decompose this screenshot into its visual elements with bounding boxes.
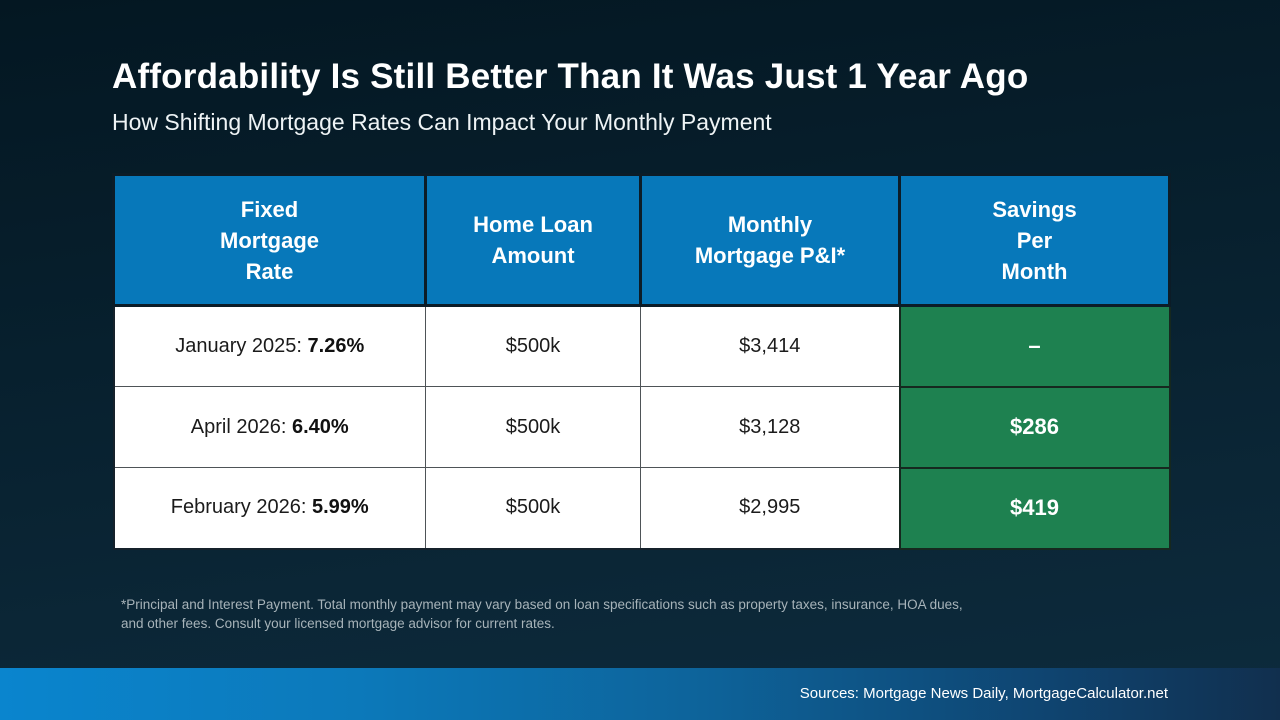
rate-value: 5.99%	[311, 496, 369, 519]
column-header-savings-per-month: Savings Per Month	[898, 173, 1171, 307]
footnote-line-1: *Principal and Interest Payment. Total m…	[121, 597, 963, 612]
cell-loan-amount: $500k	[425, 467, 641, 549]
mortgage-rate-table: Fixed Mortgage Rate Home Loan Amount Mon…	[112, 173, 1171, 550]
rate-date-label: February 2026:	[170, 496, 312, 519]
cell-payment: $3,128	[640, 386, 900, 468]
column-header-fixed-mortgage-rate: Fixed Mortgage Rate	[112, 173, 427, 307]
footnote-line-2: and other fees. Consult your licensed mo…	[121, 616, 555, 631]
mortgage-rate-table-container: Fixed Mortgage Rate Home Loan Amount Mon…	[112, 173, 1171, 550]
rate-date-label: April 2026:	[190, 415, 292, 438]
cell-loan-amount: $500k	[425, 386, 641, 468]
cell-rate: February 2026: 5.99%	[113, 467, 426, 549]
table-header-row: Fixed Mortgage Rate Home Loan Amount Mon…	[112, 173, 1171, 307]
sources-text: Sources: Mortgage News Daily, MortgageCa…	[799, 685, 1168, 702]
column-header-monthly-mortgage-pi: Monthly Mortgage P&I*	[639, 173, 901, 307]
cell-savings: –	[898, 304, 1171, 388]
rate-value: 6.40%	[291, 415, 349, 438]
cell-loan-amount: $500k	[425, 305, 641, 387]
cell-savings: $419	[898, 466, 1171, 550]
cell-rate: January 2025: 7.26%	[113, 305, 426, 387]
rate-value: 7.26%	[307, 335, 365, 357]
footer-bar: Sources: Mortgage News Daily, MortgageCa…	[0, 668, 1280, 720]
page-title: Affordability Is Still Better Than It Wa…	[112, 57, 1029, 96]
cell-payment: $3,414	[640, 305, 900, 387]
rate-date-label: January 2025:	[175, 335, 308, 357]
column-header-home-loan-amount: Home Loan Amount	[424, 173, 642, 307]
footnote: *Principal and Interest Payment. Total m…	[121, 595, 1151, 633]
cell-rate: April 2026: 6.40%	[113, 386, 426, 468]
cell-savings: $286	[898, 385, 1171, 469]
cell-payment: $2,995	[640, 467, 900, 549]
table-row: February 2026: 5.99% $500k $2,995 $419	[113, 466, 1171, 550]
table-row: January 2025: 7.26% $500k $3,414 –	[113, 304, 1171, 388]
page-subtitle: How Shifting Mortgage Rates Can Impact Y…	[112, 109, 772, 135]
table-row: April 2026: 6.40% $500k $3,128 $286	[113, 385, 1171, 469]
